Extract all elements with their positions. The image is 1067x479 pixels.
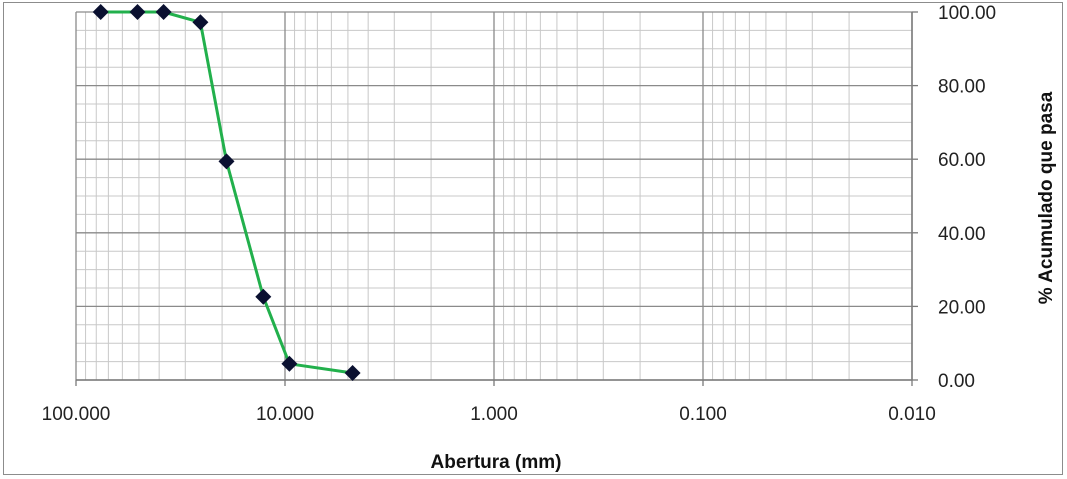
x-tick-label: 0.010	[888, 404, 936, 425]
x-tick-label: 100.000	[42, 404, 111, 425]
y-tick-label: 0.00	[938, 371, 975, 392]
data-point	[129, 4, 146, 20]
x-tick-label: 0.100	[679, 404, 727, 425]
data-point	[281, 355, 298, 372]
data-point	[344, 365, 361, 381]
y-tick-label: 100.00	[938, 3, 996, 24]
data-series	[92, 4, 361, 381]
y-axis-ticks: 0.00 20.00 40.00 60.00 80.00 100.00	[912, 3, 996, 392]
x-tick-label: 10.000	[256, 404, 314, 425]
data-point	[155, 4, 172, 20]
y-tick-label: 80.00	[938, 77, 986, 98]
data-point	[255, 288, 272, 305]
data-point	[92, 4, 109, 20]
x-axis-title: Abertura (mm)	[431, 452, 562, 473]
data-point	[218, 153, 235, 170]
y-tick-label: 60.00	[938, 150, 986, 171]
y-tick-label: 20.00	[938, 297, 986, 318]
x-tick-label: 1.000	[470, 404, 518, 425]
data-point	[192, 14, 209, 31]
x-axis-ticks: 100.000 10.000 1.000 0.100 0.010	[42, 380, 936, 425]
y-axis-title: % Acumulado que pasa	[1036, 91, 1057, 304]
chart-frame	[3, 2, 1063, 475]
y-tick-label: 40.00	[938, 224, 986, 245]
